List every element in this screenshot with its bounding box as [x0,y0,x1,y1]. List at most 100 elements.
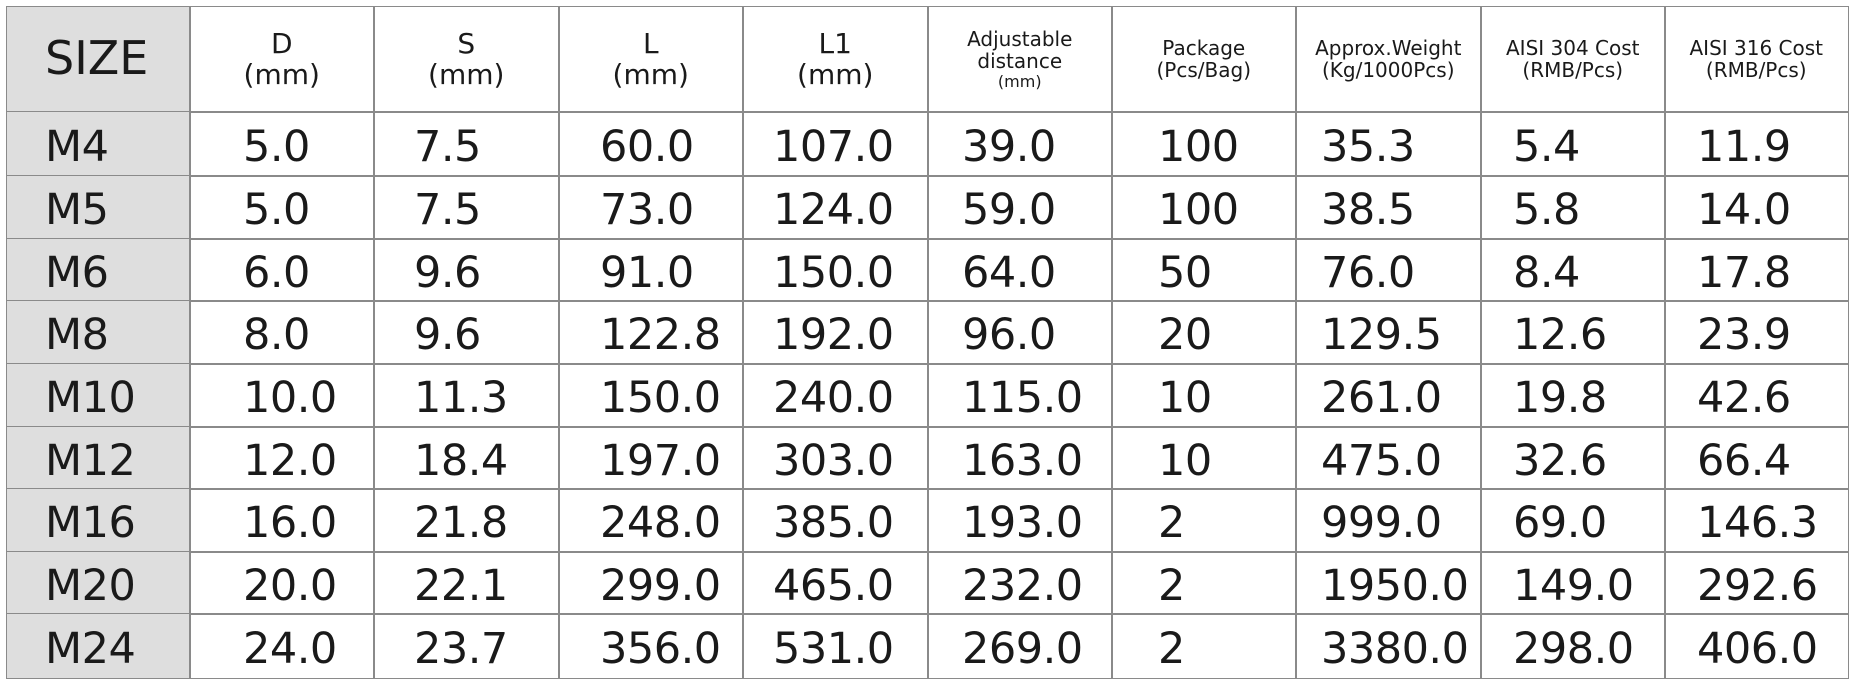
header-cell: L1 (mm) [742,6,929,113]
data-cell: 60.0 [558,111,744,177]
data-cell: 96.0 [927,300,1113,365]
data-cell: 100 [1111,111,1297,177]
size-cell: M5 [6,175,191,240]
data-cell: 18.4 [373,426,560,490]
data-cell: 385.0 [742,488,929,553]
data-cell: 146.3 [1664,488,1849,553]
size-cell: M8 [6,300,191,365]
header-text: (mm) [797,58,874,92]
header-text: Approx.Weight [1315,35,1462,60]
spec-table: SIZE D (mm) S (mm) L (mm) L1 (mm) Adjustable dista… [6,6,1849,679]
data-cell: 12.0 [189,426,375,490]
data-cell: 299.0 [558,551,744,615]
data-cell: 66.4 [1664,426,1849,490]
data-cell: 292.6 [1664,551,1849,615]
header-text: (RMB/Pcs) [1705,58,1807,83]
header-cell: AISI 304 Cost (RMB/Pcs) [1480,6,1666,113]
data-cell: 999.0 [1295,488,1482,553]
data-cell: 5.4 [1480,111,1666,177]
data-cell: 2 [1111,551,1297,615]
data-cell: 303.0 [742,426,929,490]
data-cell: 6.0 [189,238,375,302]
size-cell: M6 [6,238,191,302]
data-cell: 192.0 [742,300,929,365]
data-cell: 197.0 [558,426,744,490]
header-text: (mm) [997,71,1042,91]
header-cell: Approx.Weight (Kg/1000Pcs) [1295,6,1482,113]
header-text: Adjustable [967,26,1073,51]
data-cell: 20 [1111,300,1297,365]
header-text: AISI 304 Cost [1505,35,1640,60]
header-text: Package [1162,35,1246,60]
data-cell: 8.4 [1480,238,1666,302]
data-cell: 76.0 [1295,238,1482,302]
data-cell: 19.8 [1480,363,1666,428]
data-cell: 23.7 [373,613,560,679]
header-text: (RMB/Pcs) [1522,58,1624,83]
data-cell: 269.0 [927,613,1113,679]
size-cell: M20 [6,551,191,615]
header-cell: SIZE [6,6,191,113]
header-cell: AISI 316 Cost (RMB/Pcs) [1664,6,1849,113]
data-cell: 298.0 [1480,613,1666,679]
data-cell: 2 [1111,488,1297,553]
data-cell: 261.0 [1295,363,1482,428]
data-cell: 11.9 [1664,111,1849,177]
data-cell: 10 [1111,426,1297,490]
data-cell: 39.0 [927,111,1113,177]
data-cell: 20.0 [189,551,375,615]
data-cell: 107.0 [742,111,929,177]
header-text: L1 [818,26,852,60]
data-cell: 91.0 [558,238,744,302]
header-text: S [457,26,476,60]
data-cell: 193.0 [927,488,1113,553]
data-cell: 9.6 [373,238,560,302]
data-cell: 406.0 [1664,613,1849,679]
size-cell: M12 [6,426,191,490]
data-cell: 531.0 [742,613,929,679]
data-cell: 124.0 [742,175,929,240]
header-cell: Package (Pcs/Bag) [1111,6,1297,113]
size-cell: M10 [6,363,191,428]
data-cell: 100 [1111,175,1297,240]
header-cell: D (mm) [189,6,375,113]
data-cell: 122.8 [558,300,744,365]
data-cell: 7.5 [373,111,560,177]
data-cell: 35.3 [1295,111,1482,177]
header-text: D [270,26,293,60]
data-cell: 475.0 [1295,426,1482,490]
header-text: distance [977,49,1063,74]
header-text: AISI 316 Cost [1689,35,1824,60]
data-cell: 32.6 [1480,426,1666,490]
size-cell: M4 [6,111,191,177]
data-cell: 38.5 [1295,175,1482,240]
header-text: L [642,26,659,60]
data-cell: 115.0 [927,363,1113,428]
data-cell: 1950.0 [1295,551,1482,615]
data-cell: 24.0 [189,613,375,679]
data-cell: 14.0 [1664,175,1849,240]
header-text: (mm) [612,58,689,92]
data-cell: 10 [1111,363,1297,428]
header-cell: S (mm) [373,6,560,113]
data-cell: 16.0 [189,488,375,553]
data-cell: 248.0 [558,488,744,553]
data-cell: 3380.0 [1295,613,1482,679]
header-text: (Pcs/Bag) [1156,58,1252,83]
data-cell: 149.0 [1480,551,1666,615]
data-cell: 42.6 [1664,363,1849,428]
data-cell: 240.0 [742,363,929,428]
header-text: (mm) [428,58,505,92]
data-cell: 12.6 [1480,300,1666,365]
data-cell: 73.0 [558,175,744,240]
data-cell: 9.6 [373,300,560,365]
data-cell: 5.0 [189,111,375,177]
data-cell: 8.0 [189,300,375,365]
data-cell: 17.8 [1664,238,1849,302]
data-cell: 59.0 [927,175,1113,240]
data-cell: 23.9 [1664,300,1849,365]
data-cell: 22.1 [373,551,560,615]
data-cell: 232.0 [927,551,1113,615]
data-cell: 21.8 [373,488,560,553]
